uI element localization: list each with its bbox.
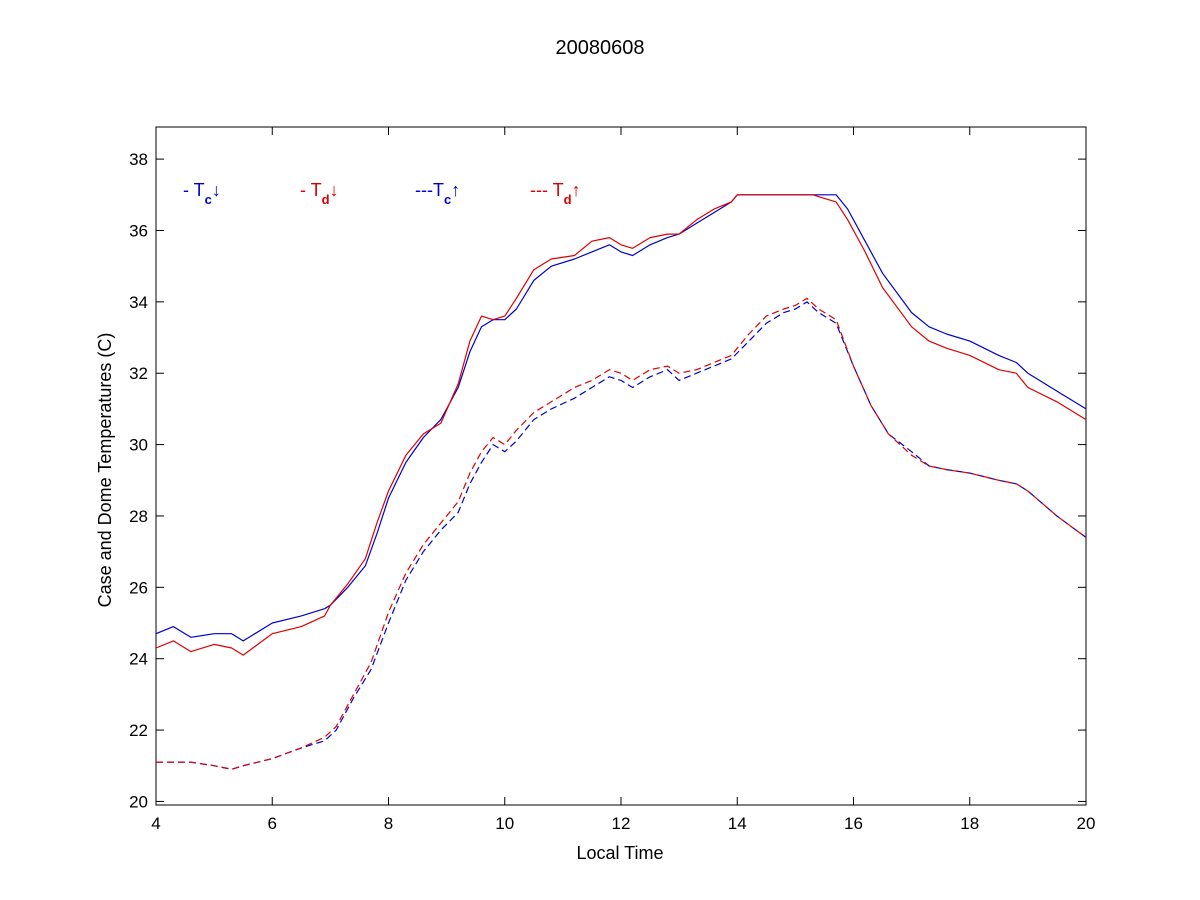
y-tick-label: 24 bbox=[129, 650, 148, 669]
series-line-1 bbox=[155, 194, 1087, 642]
y-tick-label: 34 bbox=[129, 293, 148, 312]
x-tick-label: 18 bbox=[960, 814, 979, 833]
x-tick-label: 10 bbox=[495, 814, 514, 833]
y-tick-label: 22 bbox=[129, 721, 148, 740]
legend-arrow: ↓ bbox=[212, 180, 221, 200]
series-line-2 bbox=[155, 194, 1087, 656]
y-tick-label: 20 bbox=[129, 792, 148, 811]
legend-subscript: d bbox=[564, 192, 572, 207]
x-tick-label: 4 bbox=[151, 814, 160, 833]
x-tick-label: 14 bbox=[728, 814, 747, 833]
y-tick-label: 32 bbox=[129, 364, 148, 383]
series-line-3 bbox=[156, 301, 1087, 770]
legend-arrow: ↑ bbox=[572, 180, 581, 200]
legend-prefix: ---T bbox=[415, 180, 444, 200]
x-axis-label: Local Time bbox=[576, 843, 663, 863]
x-tick-label: 20 bbox=[1077, 814, 1096, 833]
y-axis-label: Case and Dome Temperatures (C) bbox=[95, 333, 115, 608]
legend-entry-2: - Td↓ bbox=[300, 180, 339, 207]
y-tick-label: 28 bbox=[129, 507, 148, 526]
x-tick-label: 12 bbox=[612, 814, 631, 833]
legend-entry-1: - Tc↓ bbox=[183, 180, 221, 207]
legend-prefix: --- T bbox=[530, 180, 564, 200]
x-tick-label: 8 bbox=[384, 814, 393, 833]
legend-subscript: c bbox=[444, 192, 451, 207]
series-layer bbox=[155, 194, 1087, 770]
legend-entry-3: ---Tc↑ bbox=[415, 180, 460, 207]
y-tick-label: 36 bbox=[129, 221, 148, 240]
y-tick-label: 30 bbox=[129, 436, 148, 455]
legend: - Tc↓ - Td↓ ---Tc↑ --- Td↑ bbox=[183, 180, 581, 207]
legend-subscript: d bbox=[322, 192, 330, 207]
chart-title: 20080608 bbox=[556, 37, 645, 59]
y-tick-label: 38 bbox=[129, 150, 148, 169]
x-tick-label: 6 bbox=[268, 814, 277, 833]
y-tick-label: 26 bbox=[129, 578, 148, 597]
plot-area bbox=[155, 126, 1087, 806]
ticks-layer: 4 6 8 10 12 14 16 18 20 20 22 24 26 28 30 32 34 36 38 bbox=[129, 127, 1095, 833]
legend-arrow: ↓ bbox=[330, 180, 339, 200]
series-line-4 bbox=[156, 297, 1087, 770]
x-tick-label: 16 bbox=[844, 814, 863, 833]
legend-arrow: ↑ bbox=[451, 180, 460, 200]
legend-entry-4: --- Td↑ bbox=[530, 180, 581, 207]
legend-subscript: c bbox=[205, 192, 212, 207]
legend-prefix: - T bbox=[300, 180, 322, 200]
legend-prefix: - T bbox=[183, 180, 205, 200]
